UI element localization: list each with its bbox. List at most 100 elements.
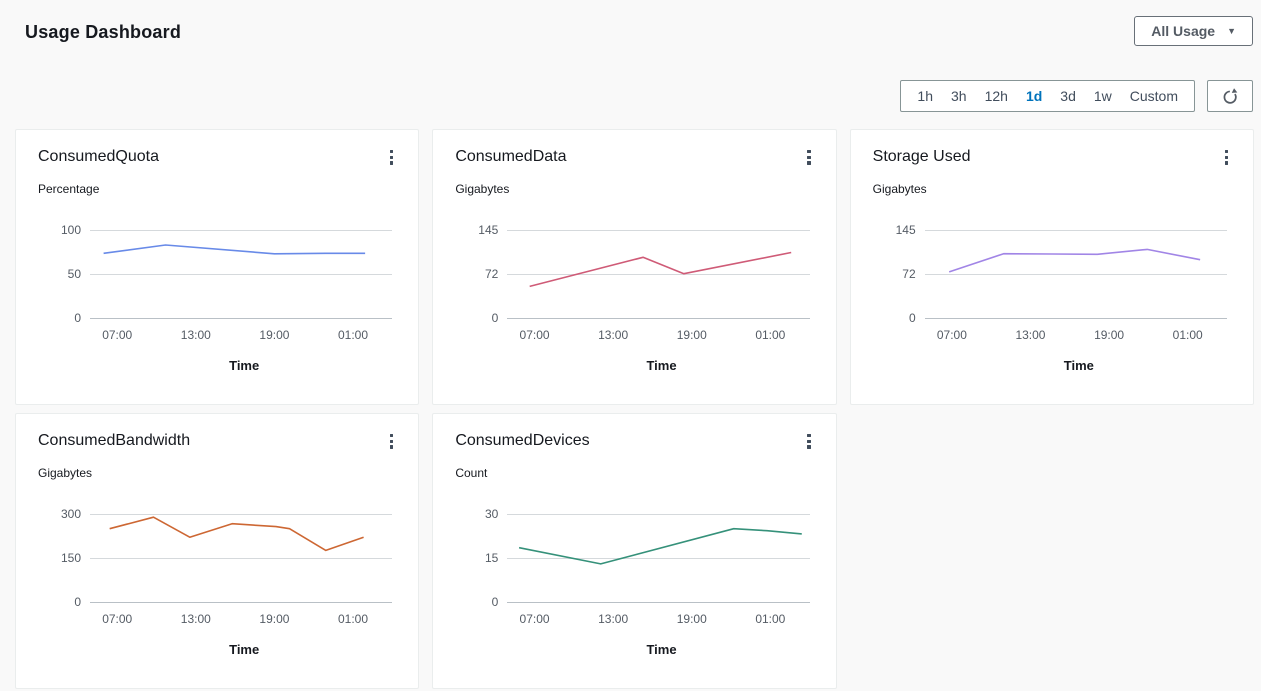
- chart-plot-area[interactable]: 145 72 0: [478, 223, 810, 325]
- kebab-dot: [390, 434, 394, 438]
- gridline-top: [507, 229, 810, 231]
- x-axis-tick: 13:00: [180, 327, 211, 342]
- chart-plot-area[interactable]: 100 50 0: [61, 223, 393, 325]
- gridline-middle: [507, 273, 810, 275]
- time-range-1w[interactable]: 1w: [1085, 81, 1121, 111]
- chart-unit-label: Gigabytes: [38, 465, 93, 480]
- time-range-custom[interactable]: Custom: [1121, 81, 1187, 111]
- x-axis-tick: 01:00: [338, 611, 369, 626]
- line-series: [507, 230, 809, 318]
- time-range-1d[interactable]: 1d: [1017, 81, 1051, 111]
- x-axis-ticks: 07:00 13:00 19:00 01:00: [507, 612, 809, 628]
- x-axis-tick: 13:00: [598, 327, 629, 342]
- chart-card: Storage Used Gigabytes 145 72 0 07:00 13:00…: [849, 129, 1254, 405]
- chart-card-header: ConsumedData: [455, 146, 815, 169]
- y-axis-tick: 0: [491, 594, 499, 609]
- chart-xaxis-label: Time: [646, 357, 677, 373]
- chart-card: ConsumedDevices Count 30 15 0 07:00 13:00 19…: [432, 413, 837, 689]
- chart-card-header: ConsumedDevices: [455, 430, 815, 453]
- chart-card: ConsumedBandwidth Gigabytes 300 150 0 07:0…: [15, 413, 420, 689]
- time-range-3d[interactable]: 3d: [1051, 81, 1085, 111]
- chart-unit-label: Count: [455, 465, 488, 480]
- x-axis-tick: 07:00: [519, 611, 550, 626]
- line-series: [507, 514, 809, 602]
- y-axis-tick: 0: [908, 310, 916, 325]
- chart-title: ConsumedDevices: [455, 432, 590, 449]
- axis-baseline: [507, 317, 810, 319]
- x-axis-tick: 01:00: [338, 327, 369, 342]
- gridline-top: [924, 229, 1227, 231]
- gridline-middle: [507, 557, 810, 559]
- kebab-dot: [807, 434, 811, 438]
- charts-grid: ConsumedQuota Percentage 100 50 0 07:00 13:…: [15, 129, 1254, 689]
- kebab-dot: [1224, 150, 1228, 154]
- x-axis-tick: 07:00: [102, 611, 133, 626]
- x-axis-ticks: 07:00 13:00 19:00 01:00: [925, 328, 1227, 344]
- page-title: Usage Dashboard: [25, 22, 182, 42]
- kebab-dot: [807, 439, 811, 443]
- line-series: [925, 230, 1227, 318]
- axis-baseline: [507, 601, 810, 603]
- chart-card-header: ConsumedBandwidth: [38, 430, 398, 453]
- y-axis-tick: 72: [902, 266, 916, 281]
- gridline-top: [507, 513, 810, 515]
- refresh-button[interactable]: [1207, 80, 1253, 112]
- kebab-menu-button[interactable]: [385, 146, 398, 169]
- y-axis-tick: 0: [491, 310, 499, 325]
- y-axis-tick: 100: [60, 222, 81, 237]
- chart-xaxis-label: Time: [229, 357, 260, 373]
- y-axis-tick: 30: [484, 506, 499, 521]
- chart-area: 30 15 0 07:00 13:00 19:00 01:00 Time: [455, 507, 815, 657]
- x-axis-tick: 07:00: [519, 327, 550, 342]
- axis-baseline: [924, 317, 1227, 319]
- chart-xaxis-label: Time: [646, 641, 677, 657]
- chart-area: 145 72 0 07:00 13:00 19:00 01:00 Time: [873, 223, 1233, 373]
- kebab-dot: [807, 150, 811, 154]
- x-axis-tick: 01:00: [755, 327, 786, 342]
- x-axis-tick: 01:00: [1172, 327, 1203, 342]
- kebab-dot: [390, 150, 394, 154]
- y-axis-tick: 15: [484, 550, 499, 565]
- y-axis-tick: 50: [67, 266, 81, 281]
- time-range-12h[interactable]: 12h: [976, 81, 1017, 111]
- axis-baseline: [90, 601, 393, 603]
- kebab-menu-button[interactable]: [802, 430, 815, 453]
- chart-area: 300 150 0 07:00 13:00 19:00 01:00 Time: [38, 507, 398, 657]
- gridline-middle: [924, 273, 1227, 275]
- chart-plot-area[interactable]: 30 15 0: [485, 507, 810, 609]
- chart-plot-area[interactable]: 300 150 0: [61, 507, 393, 609]
- kebab-menu-button[interactable]: [802, 146, 815, 169]
- dashboard-select-button[interactable]: All Usage ▼: [1134, 16, 1253, 46]
- x-axis-tick: 19:00: [259, 327, 290, 342]
- x-axis-tick: 19:00: [259, 611, 290, 626]
- x-axis-tick: 13:00: [598, 611, 629, 626]
- chart-plot-area[interactable]: 145 72 0: [896, 223, 1227, 325]
- chart-title: Storage Used: [872, 148, 971, 165]
- y-axis-tick: 72: [484, 266, 499, 281]
- kebab-menu-button[interactable]: [1220, 146, 1233, 169]
- x-axis-ticks: 07:00 13:00 19:00 01:00: [90, 328, 392, 344]
- time-range-3h[interactable]: 3h: [942, 81, 976, 111]
- kebab-dot: [807, 161, 811, 165]
- chart-title: ConsumedData: [455, 148, 567, 165]
- y-axis-tick: 150: [60, 550, 81, 565]
- x-axis-tick: 13:00: [1015, 327, 1046, 342]
- x-axis-tick: 01:00: [755, 611, 786, 626]
- chart-xaxis-label: Time: [229, 641, 260, 657]
- gridline-top: [90, 513, 393, 515]
- x-axis-tick: 19:00: [676, 611, 707, 626]
- line-series: [90, 514, 392, 602]
- y-axis-tick: 0: [74, 310, 81, 325]
- kebab-menu-button[interactable]: [385, 430, 398, 453]
- kebab-dot: [1224, 161, 1228, 165]
- top-bar: Usage Dashboard All Usage ▼: [0, 0, 1261, 46]
- time-range-1h[interactable]: 1h: [908, 81, 942, 111]
- chevron-down-icon: ▼: [1227, 26, 1236, 36]
- x-axis-tick: 07:00: [102, 327, 133, 342]
- kebab-dot: [390, 439, 394, 443]
- chart-card: ConsumedData Gigabytes 145 72 0 07:00 13:00…: [432, 129, 837, 405]
- y-axis-tick: 300: [60, 506, 81, 521]
- kebab-dot: [807, 155, 811, 159]
- chart-title: ConsumedBandwidth: [38, 432, 191, 449]
- chart-xaxis-label: Time: [1063, 357, 1094, 373]
